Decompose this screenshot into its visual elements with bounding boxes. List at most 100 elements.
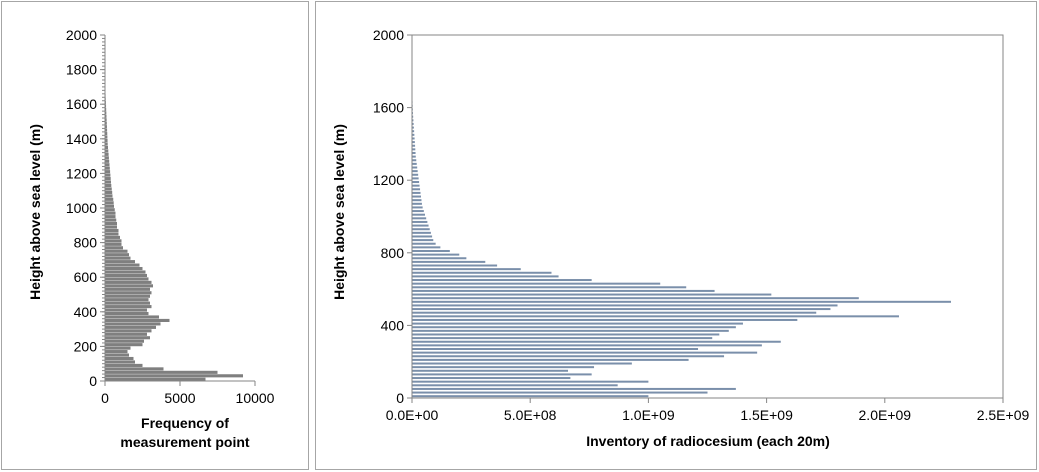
bar-1200m [105, 170, 111, 174]
bar-1440m [105, 128, 108, 132]
x-tick-label: 5.0E+08 [504, 407, 557, 423]
bar-560m [412, 293, 772, 296]
bar-1220m [105, 166, 110, 170]
bar-60m [105, 367, 164, 371]
x-tick-label: 0 [101, 390, 109, 406]
y-tick-label: 400 [381, 317, 405, 333]
bar-1440m [412, 133, 415, 136]
bar-1140m [105, 180, 111, 184]
frequency-y-axis-title: Height above sea level (m) [27, 124, 43, 300]
bar-840m [412, 242, 436, 245]
bar-520m [412, 300, 951, 303]
bar-640m [412, 279, 592, 282]
bar-1080m [105, 190, 113, 194]
bar-1280m [412, 162, 417, 165]
bar-1420m [105, 132, 108, 136]
plot-area-border [411, 34, 1004, 399]
inventory-bars [412, 39, 951, 398]
x-tick-label: 1.5E+09 [740, 407, 793, 423]
inventory-x-tick-labels: 0.0E+00 5.0E+08 1.0E+09 1.5E+09 2.0E+09 2.5E+… [386, 407, 1030, 423]
frequency-x-tick-labels: 0 5000 10000 [101, 390, 275, 406]
bar-620m [105, 270, 146, 274]
bar-1380m [412, 144, 416, 147]
y-tick-label: 800 [74, 235, 98, 251]
y-tick-label: 800 [381, 245, 405, 261]
bar-1320m [412, 155, 416, 158]
x-tick-label: 5000 [164, 390, 195, 406]
y-tick-label: 1200 [373, 172, 404, 188]
bar-480m [412, 308, 831, 311]
bar-1200m [412, 177, 419, 180]
bar-840m [105, 232, 119, 236]
bar-380m [105, 311, 149, 316]
bar-1360m [105, 142, 108, 146]
bar-460m [105, 298, 149, 302]
bar-140m [105, 353, 129, 357]
bar-60m [412, 384, 618, 387]
bar-1340m [412, 151, 416, 154]
bar-340m [105, 318, 170, 322]
bar-880m [105, 225, 117, 229]
bar-720m [105, 253, 129, 257]
bar-20m [412, 391, 708, 394]
bar-1480m [105, 121, 107, 125]
bar-880m [412, 235, 433, 238]
bar-40m [412, 387, 736, 390]
bar-20m [105, 374, 243, 378]
bar-780m [412, 253, 460, 256]
bar-1280m [105, 156, 109, 160]
frequency-y-tick-labels: 0 200 400 600 800 1000 1200 1400 1600 1800 2000 [66, 27, 97, 389]
bar-120m [105, 356, 134, 361]
bar-1220m [412, 173, 419, 176]
bar-100m [105, 360, 135, 364]
bar-900m [105, 222, 117, 226]
bar-600m [105, 273, 147, 278]
bar-1260m [105, 159, 110, 163]
y-tick-label: 2000 [66, 27, 97, 43]
bar-420m [105, 305, 152, 309]
bar-220m [412, 355, 725, 358]
bar-680m [412, 271, 552, 274]
bar-640m [105, 266, 143, 271]
bar-1240m [412, 170, 418, 173]
bar-780m [105, 242, 122, 246]
inventory-bar-chart: 0 400 800 1200 1600 2000 0.0E+00 5.0E+08 1.0E+0… [331, 27, 1030, 449]
bar-620m [412, 282, 661, 285]
bar-380m [412, 326, 736, 329]
bar-940m [412, 224, 429, 227]
bar-560m [105, 280, 152, 284]
bar-960m [412, 220, 428, 223]
inventory-y-axis-title: Height above sea level (m) [331, 124, 347, 300]
bar-0m [105, 377, 206, 381]
bar-980m [412, 217, 427, 220]
inventory-x-axis-title: Inventory of radiocesium (each 20m) [586, 433, 830, 449]
bar-500m [412, 304, 838, 307]
y-tick-label: 600 [74, 269, 98, 285]
bar-1140m [412, 188, 421, 191]
bar-160m [105, 350, 128, 354]
bar-1520m [412, 119, 414, 122]
bar-1000m [105, 204, 114, 208]
bar-860m [412, 239, 434, 242]
bar-1360m [412, 148, 416, 151]
x-tick-label: 2.5E+09 [977, 407, 1030, 423]
bar-140m [412, 369, 569, 372]
bar-960m [105, 211, 116, 215]
bar-1040m [412, 206, 423, 209]
bar-1460m [412, 130, 415, 133]
y-tick-label: 200 [74, 338, 98, 354]
bar-360m [412, 329, 729, 332]
x-tick-label: 10000 [236, 390, 275, 406]
bar-1540m [412, 115, 414, 118]
bar-180m [412, 362, 632, 365]
bar-260m [105, 332, 147, 336]
bar-1300m [105, 152, 109, 156]
bar-1300m [412, 159, 417, 162]
bar-280m [105, 329, 152, 333]
bar-740m [105, 249, 128, 253]
y-tick-label: 1600 [66, 96, 97, 112]
bar-1040m [105, 197, 114, 201]
bar-740m [412, 260, 486, 263]
bar-1460m [105, 125, 107, 129]
bar-540m [105, 284, 153, 288]
